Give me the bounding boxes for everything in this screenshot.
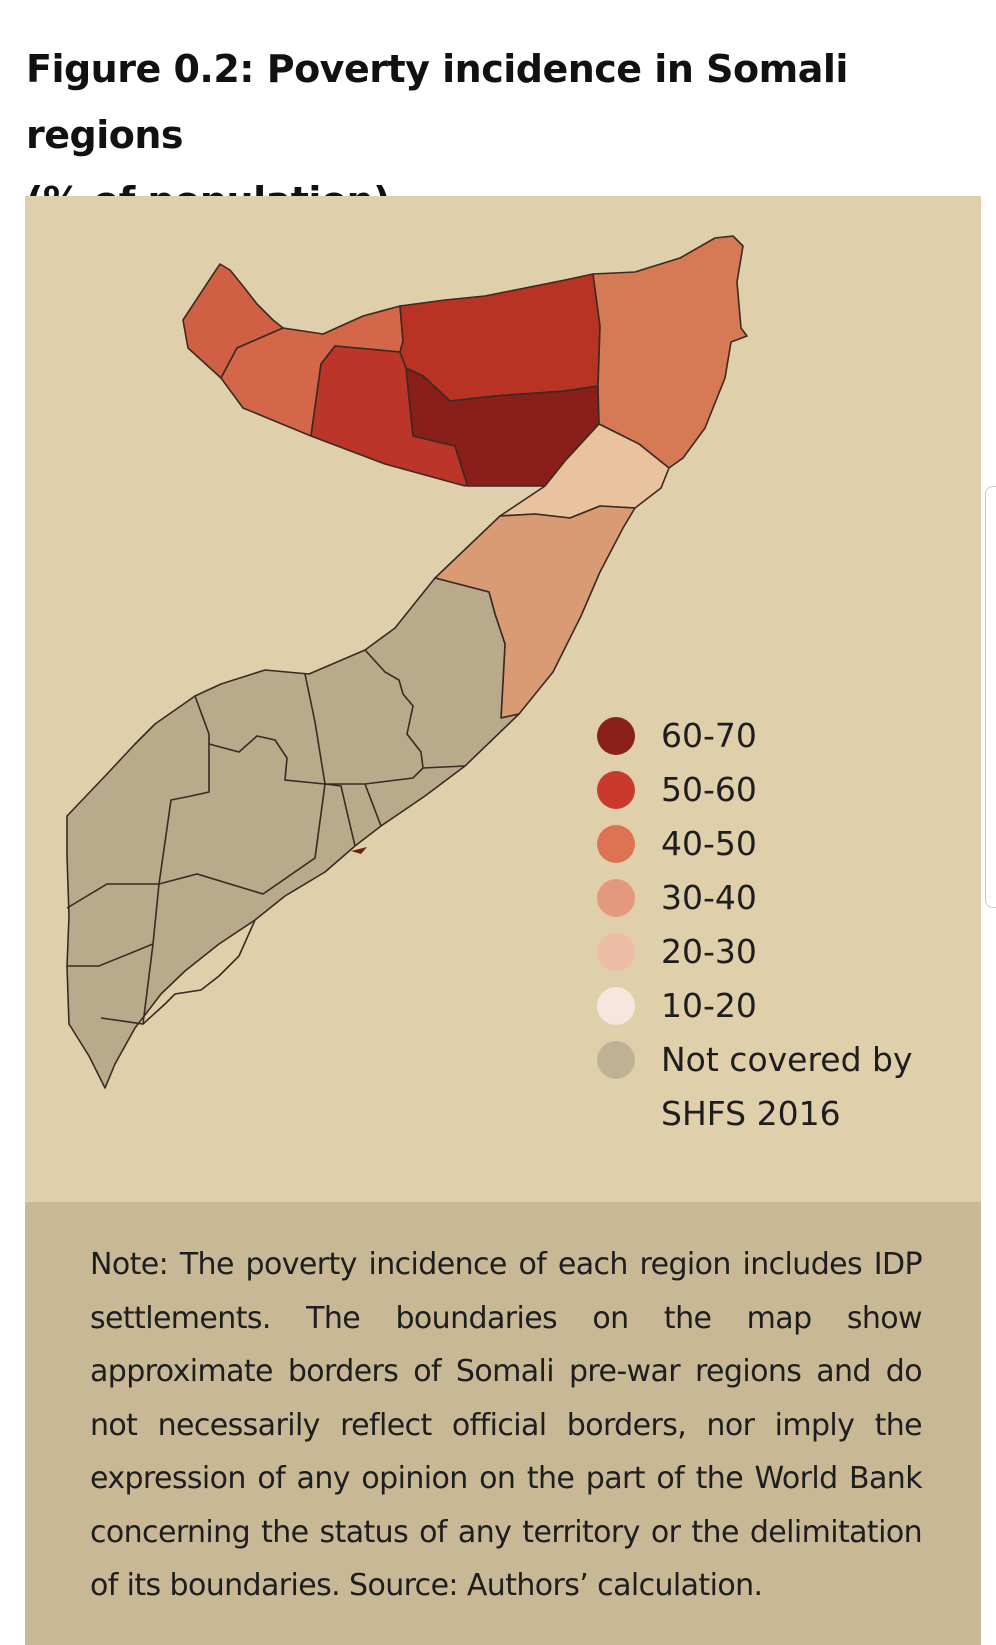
legend-item-40-50: 40-50 <box>597 818 957 872</box>
legend-swatch <box>597 771 635 809</box>
legend-label: Not covered by SHFS 2016 <box>661 1040 913 1133</box>
figure-panel: 60-70 50-60 40-50 30-40 20-30 10-20 Not … <box>25 196 981 1645</box>
map-area <box>25 196 981 1202</box>
legend-item-30-40: 30-40 <box>597 872 957 926</box>
legend-label: 30-40 <box>661 878 757 917</box>
note-panel: Note: The poverty incidence of each regi… <box>25 1202 981 1645</box>
legend-swatch <box>597 879 635 917</box>
coastal-mark <box>351 847 367 854</box>
legend-label: 50-60 <box>661 770 757 809</box>
legend-swatch <box>597 825 635 863</box>
legend-swatch <box>597 717 635 755</box>
legend-label: 40-50 <box>661 824 757 863</box>
note-text: Note: The poverty incidence of each regi… <box>90 1247 923 1603</box>
figure-title-line-1: Figure 0.2: Poverty incidence in Somali … <box>26 47 848 157</box>
south-region-borders <box>66 649 466 1025</box>
legend-item-10-20: 10-20 <box>597 980 957 1034</box>
legend-item-20-30: 20-30 <box>597 926 957 980</box>
legend-swatch <box>597 987 635 1025</box>
region-awdal <box>182 263 284 379</box>
scrollbar-edge[interactable] <box>985 486 996 908</box>
legend-swatch <box>597 933 635 971</box>
legend: 60-70 50-60 40-50 30-40 20-30 10-20 Not … <box>597 710 957 1144</box>
somalia-region-map <box>66 235 748 1089</box>
legend-item-50-60: 50-60 <box>597 764 957 818</box>
legend-item-60-70: 60-70 <box>597 710 957 764</box>
legend-label: 10-20 <box>661 986 757 1025</box>
legend-label: 20-30 <box>661 932 757 971</box>
legend-swatch <box>597 1041 635 1079</box>
legend-item-not-covered: Not covered by SHFS 2016 <box>597 1034 957 1144</box>
legend-label: 60-70 <box>661 716 757 755</box>
region-south-not-covered <box>66 577 520 1089</box>
